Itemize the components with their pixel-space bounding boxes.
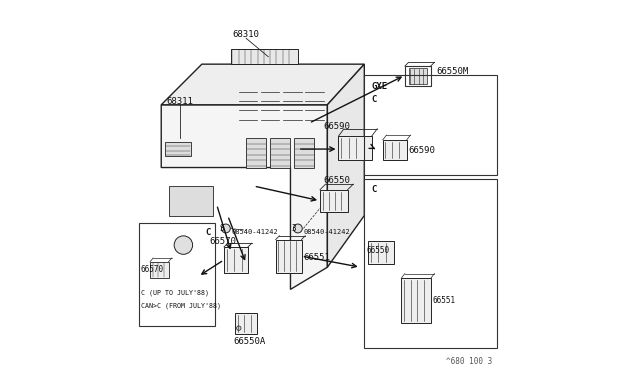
Bar: [364, 75, 497, 175]
Text: C: C: [372, 95, 377, 104]
Bar: [150, 262, 168, 278]
Text: 66551: 66551: [433, 296, 456, 305]
Text: 66590: 66590: [324, 122, 351, 131]
Text: 3: 3: [291, 224, 296, 233]
Bar: [320, 190, 348, 212]
Text: 08540-41242: 08540-41242: [303, 229, 350, 235]
Bar: [401, 278, 431, 323]
Text: 68310: 68310: [233, 30, 260, 39]
Text: GXE: GXE: [372, 82, 388, 91]
Circle shape: [221, 224, 230, 233]
Text: ^680 100 3: ^680 100 3: [445, 357, 492, 366]
Text: 68311: 68311: [167, 97, 194, 106]
Text: CAN>C (FROM JULY'88): CAN>C (FROM JULY'88): [141, 303, 221, 309]
Polygon shape: [328, 64, 364, 267]
Text: 66550A: 66550A: [233, 337, 266, 346]
Text: 66550: 66550: [366, 246, 389, 255]
Bar: [139, 223, 215, 326]
Bar: [232, 49, 298, 64]
Bar: [383, 140, 407, 160]
Text: 66590: 66590: [408, 147, 435, 155]
Bar: [364, 179, 497, 349]
Bar: [224, 247, 248, 273]
Bar: [235, 313, 257, 334]
Text: 66550: 66550: [324, 176, 351, 185]
Bar: [405, 66, 431, 86]
Polygon shape: [161, 64, 364, 105]
Text: C (UP TO JULY'88): C (UP TO JULY'88): [141, 290, 209, 296]
Bar: [368, 241, 394, 263]
Text: C: C: [205, 228, 211, 237]
Text: 66570: 66570: [209, 237, 236, 246]
Bar: [276, 240, 301, 273]
Bar: [339, 136, 372, 160]
Bar: [270, 138, 291, 167]
Text: S: S: [219, 224, 224, 233]
Bar: [168, 186, 213, 215]
Circle shape: [237, 326, 241, 330]
Text: 66570: 66570: [141, 264, 164, 273]
Text: 66551: 66551: [303, 253, 330, 263]
Bar: [165, 142, 191, 157]
Polygon shape: [161, 105, 328, 289]
Text: C: C: [372, 185, 377, 194]
Bar: [408, 68, 427, 84]
Bar: [294, 138, 314, 167]
Circle shape: [174, 236, 193, 254]
Bar: [246, 138, 266, 167]
Text: 66550M: 66550M: [436, 67, 468, 76]
Circle shape: [293, 224, 302, 233]
Text: 08540-41242: 08540-41242: [232, 229, 278, 235]
